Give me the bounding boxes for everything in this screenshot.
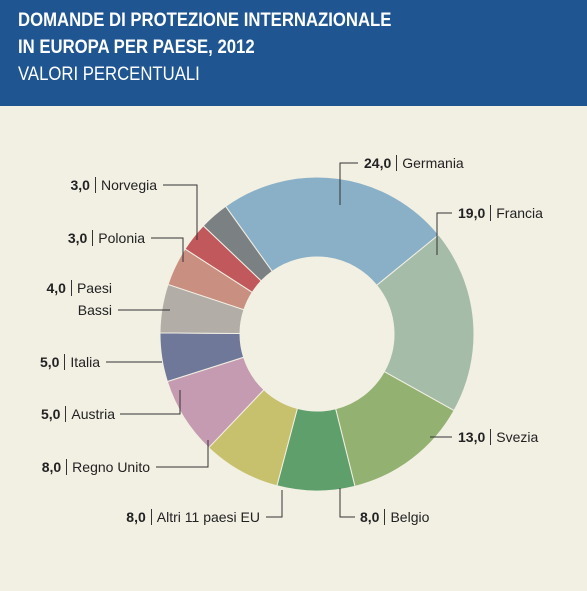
slice-label: 8,0 Regno Unito: [42, 456, 150, 478]
slice-label: 5,0 Austria: [41, 403, 115, 425]
value-label: 5,0: [39, 354, 60, 370]
leader-line: [339, 162, 358, 205]
value-label: 19,0: [458, 205, 486, 221]
donut-slice: [202, 205, 273, 282]
value-label: 8,0: [360, 509, 380, 525]
value-label: 3,0: [70, 177, 90, 193]
category-label: Norvegia: [94, 177, 157, 193]
category-label: Austria: [65, 406, 115, 422]
donut-slice: [375, 234, 475, 412]
header: DOMANDE DI PROTEZIONE INTERNAZIONALE IN …: [0, 0, 587, 106]
category-label: Italia: [64, 354, 100, 370]
category-label: Germania: [396, 155, 464, 171]
value-label: 13,0: [458, 429, 486, 445]
title-line: IN EUROPA PER PAESE, 2012: [18, 37, 255, 58]
donut-slice: [224, 176, 440, 287]
title-line: DOMANDE DI PROTEZIONE INTERNAZIONALE: [18, 10, 392, 31]
leader-line: [120, 390, 181, 415]
slice-label: 4,0 Paesi Bassi: [34, 277, 112, 321]
slice-label: 24,0 Germania: [364, 152, 464, 174]
category-label: Francia: [490, 205, 543, 221]
slice-label: 8,0 Belgio: [360, 506, 430, 528]
leader-line: [151, 237, 184, 262]
leader-line: [156, 440, 209, 468]
category-label: Polonia: [92, 230, 145, 246]
leader-line: [436, 212, 452, 255]
slice-label: 13,0 Svezia: [458, 426, 539, 448]
value-label: 3,0: [67, 230, 88, 246]
value-label: 8,0: [41, 459, 62, 475]
subtitle: VALORI PERCENTUALI: [18, 64, 200, 85]
slice-label: 5,0 Italia: [40, 351, 100, 373]
slice-label: 3,0 Norvegia: [70, 174, 157, 196]
category-label: Belgio: [384, 509, 430, 525]
value-label: 4,0: [46, 280, 66, 296]
leader-line: [266, 490, 283, 518]
value-label: 8,0: [126, 509, 146, 525]
category-label: Altri 11 paesi EU: [150, 509, 260, 525]
category-label: Svezia: [490, 429, 539, 445]
slice-label: 19,0 Francia: [458, 202, 543, 224]
leader-line: [163, 184, 198, 240]
slice-label: 3,0 Polonia: [68, 227, 145, 249]
category-label: Paesi Bassi: [70, 280, 112, 318]
category-label: Regno Unito: [66, 459, 150, 475]
leader-line: [339, 488, 355, 518]
slice-label: 8,0 Altri 11 paesi EU: [126, 506, 260, 528]
value-label: 24,0: [364, 155, 392, 171]
value-label: 5,0: [40, 406, 61, 422]
